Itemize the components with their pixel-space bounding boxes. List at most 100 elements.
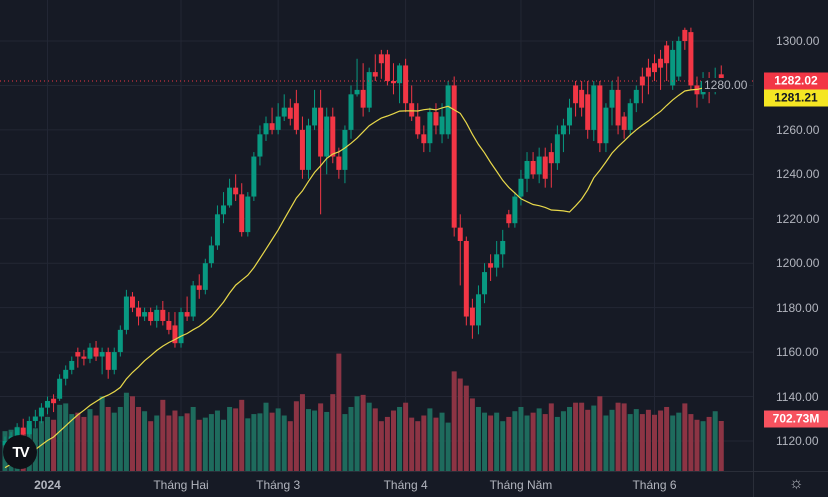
time-axis[interactable]: 2024 Tháng Hai Tháng 3 Tháng 4 Tháng Năm Thán… (0, 471, 753, 497)
candle-body (451, 85, 457, 228)
candle-body (227, 187, 233, 206)
volume-bar (263, 402, 269, 471)
volume-bar (403, 402, 409, 471)
candle-body (500, 240, 506, 255)
candle-body (117, 329, 123, 353)
candle-body (38, 407, 44, 417)
volume-bar (105, 406, 111, 471)
volume-bar (651, 414, 657, 471)
moving-average-line (4, 81, 722, 469)
last-price-badge: 1282.02 (764, 72, 828, 90)
time-tick-label: Tháng 6 (632, 478, 677, 492)
volume-bar (208, 414, 214, 471)
axis-corner: ☼ (753, 471, 828, 497)
candle-body (318, 107, 324, 157)
candle-body (324, 116, 330, 157)
price-tick-label: 1140.00 (776, 389, 819, 404)
volume-bar (615, 402, 621, 471)
volume-bar (560, 411, 566, 471)
volume-bar (196, 419, 202, 471)
candle-body (651, 63, 657, 73)
candle-body (506, 214, 512, 224)
candle-body (87, 347, 93, 359)
volume-bar (190, 406, 196, 471)
price-tick-label: 1260.00 (776, 122, 820, 137)
candle-body (233, 187, 239, 195)
price-chart-plot[interactable] (0, 0, 753, 471)
candle-body (427, 112, 433, 144)
candle-body (488, 263, 494, 268)
volume-bar (281, 415, 287, 471)
volume-bar (123, 392, 129, 471)
volume-bar (609, 409, 615, 471)
candle-body (366, 72, 372, 108)
candle-body (409, 103, 415, 117)
candle-body (591, 85, 597, 130)
price-tick-label: 1180.00 (776, 300, 819, 315)
candle-body (494, 254, 500, 268)
volume-bar (427, 408, 433, 471)
volume-bar (142, 411, 148, 471)
candle-body (245, 196, 251, 233)
candle-body (81, 356, 87, 359)
candle-body (354, 89, 360, 95)
candle-body (639, 76, 645, 86)
volume-bar (421, 415, 427, 471)
volume-bar (269, 412, 275, 471)
candle-body (560, 125, 566, 135)
candle-body (469, 307, 475, 326)
candle-body (585, 94, 591, 130)
volume-bar (518, 406, 524, 471)
volume-bar (645, 409, 651, 471)
volume-bar (233, 408, 239, 471)
volume-bar (488, 415, 494, 471)
volume-bar (275, 408, 281, 471)
price-axis[interactable]: 1282.02 1281.21 702.73M 1120.00 1140.00 11… (702, 0, 828, 471)
volume-bar (597, 396, 603, 471)
candle-body (129, 296, 135, 308)
time-tick-label: Tháng Năm (489, 478, 553, 492)
volume-bar (384, 416, 390, 471)
candle-body (518, 178, 524, 197)
candle-body (312, 107, 318, 126)
volume-bar (306, 409, 311, 471)
volume-bar (63, 403, 69, 471)
candle-body (208, 245, 214, 264)
volume-bar (75, 412, 81, 471)
candle-body (93, 347, 99, 357)
candle-body (105, 352, 111, 370)
volume-bar (81, 416, 87, 471)
volume-bar (93, 415, 99, 471)
tradingview-logo[interactable]: TV (3, 435, 37, 469)
volume-bar (457, 378, 463, 471)
volume-bar (166, 415, 172, 471)
volume-bar (512, 411, 518, 471)
candle-body (718, 74, 724, 81)
candle-body (670, 49, 676, 86)
candle-body (445, 85, 451, 135)
volume-bar (154, 415, 160, 471)
volume-bar (87, 409, 93, 471)
candle-body (69, 360, 75, 370)
candle-body (397, 65, 403, 84)
candle-body (190, 285, 196, 317)
candle-body (263, 123, 269, 135)
volume-bar (69, 414, 75, 471)
volume-bar (348, 406, 354, 471)
volume-bar (633, 409, 639, 471)
volume-bar (257, 413, 263, 471)
time-tick-label: Tháng 4 (383, 478, 428, 492)
volume-bar (287, 421, 293, 471)
candle-body (123, 296, 129, 330)
settings-gear-icon[interactable]: ☼ (789, 475, 804, 492)
volume-bar (712, 411, 718, 471)
volume-bar (639, 414, 645, 471)
candle-body (573, 85, 579, 104)
volume-bar (536, 408, 542, 471)
candle-body (542, 156, 548, 179)
candle-body (421, 134, 427, 144)
candle-body (269, 123, 275, 130)
volume-bar (239, 399, 245, 471)
volume-badge: 702.73M (764, 410, 828, 428)
candle-body (32, 416, 38, 421)
